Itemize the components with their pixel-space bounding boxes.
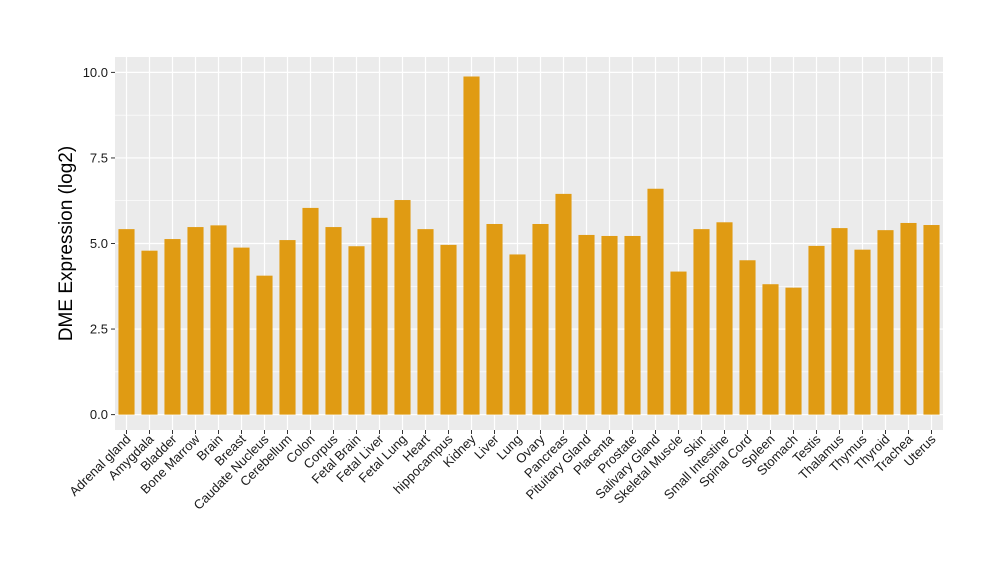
bar	[463, 76, 480, 415]
bar	[279, 240, 296, 415]
bars	[118, 76, 940, 415]
bar	[371, 217, 388, 415]
bar	[348, 246, 365, 415]
bar	[578, 234, 595, 415]
y-axis-title: DME Expression (log2)	[56, 146, 77, 341]
bar	[394, 200, 411, 415]
bar	[693, 229, 710, 415]
bar	[164, 239, 181, 415]
bar	[900, 222, 917, 415]
y-tick-label: 0.0	[90, 407, 108, 422]
y-tick-label: 2.5	[90, 322, 108, 337]
x-tick-label: Liver	[471, 431, 502, 462]
bar	[923, 225, 940, 415]
y-tick-label: 7.5	[90, 150, 108, 165]
bar	[187, 227, 204, 415]
bar	[785, 287, 802, 415]
bar	[509, 254, 526, 415]
y-axis: 0.0 2.5 5.0 7.5 10.0	[83, 65, 115, 422]
bar	[601, 235, 618, 415]
bar	[716, 222, 733, 415]
y-tick-label: 5.0	[90, 236, 108, 251]
bar	[762, 284, 779, 415]
bar	[233, 247, 250, 415]
bar	[624, 235, 641, 415]
bar	[325, 227, 342, 415]
bar	[440, 244, 457, 415]
bar	[647, 188, 664, 415]
bar	[808, 245, 825, 415]
bar	[555, 193, 572, 415]
bar	[302, 207, 319, 415]
y-tick-label: 10.0	[83, 65, 108, 80]
bar	[210, 225, 227, 415]
bar	[417, 229, 434, 415]
bar	[486, 223, 503, 415]
bar	[141, 250, 158, 415]
bar	[831, 228, 848, 415]
bar	[670, 271, 687, 415]
bar	[532, 223, 549, 415]
bar	[877, 230, 894, 415]
bar	[854, 249, 871, 415]
bar	[739, 260, 756, 415]
bar	[256, 275, 273, 415]
bar	[118, 229, 135, 415]
